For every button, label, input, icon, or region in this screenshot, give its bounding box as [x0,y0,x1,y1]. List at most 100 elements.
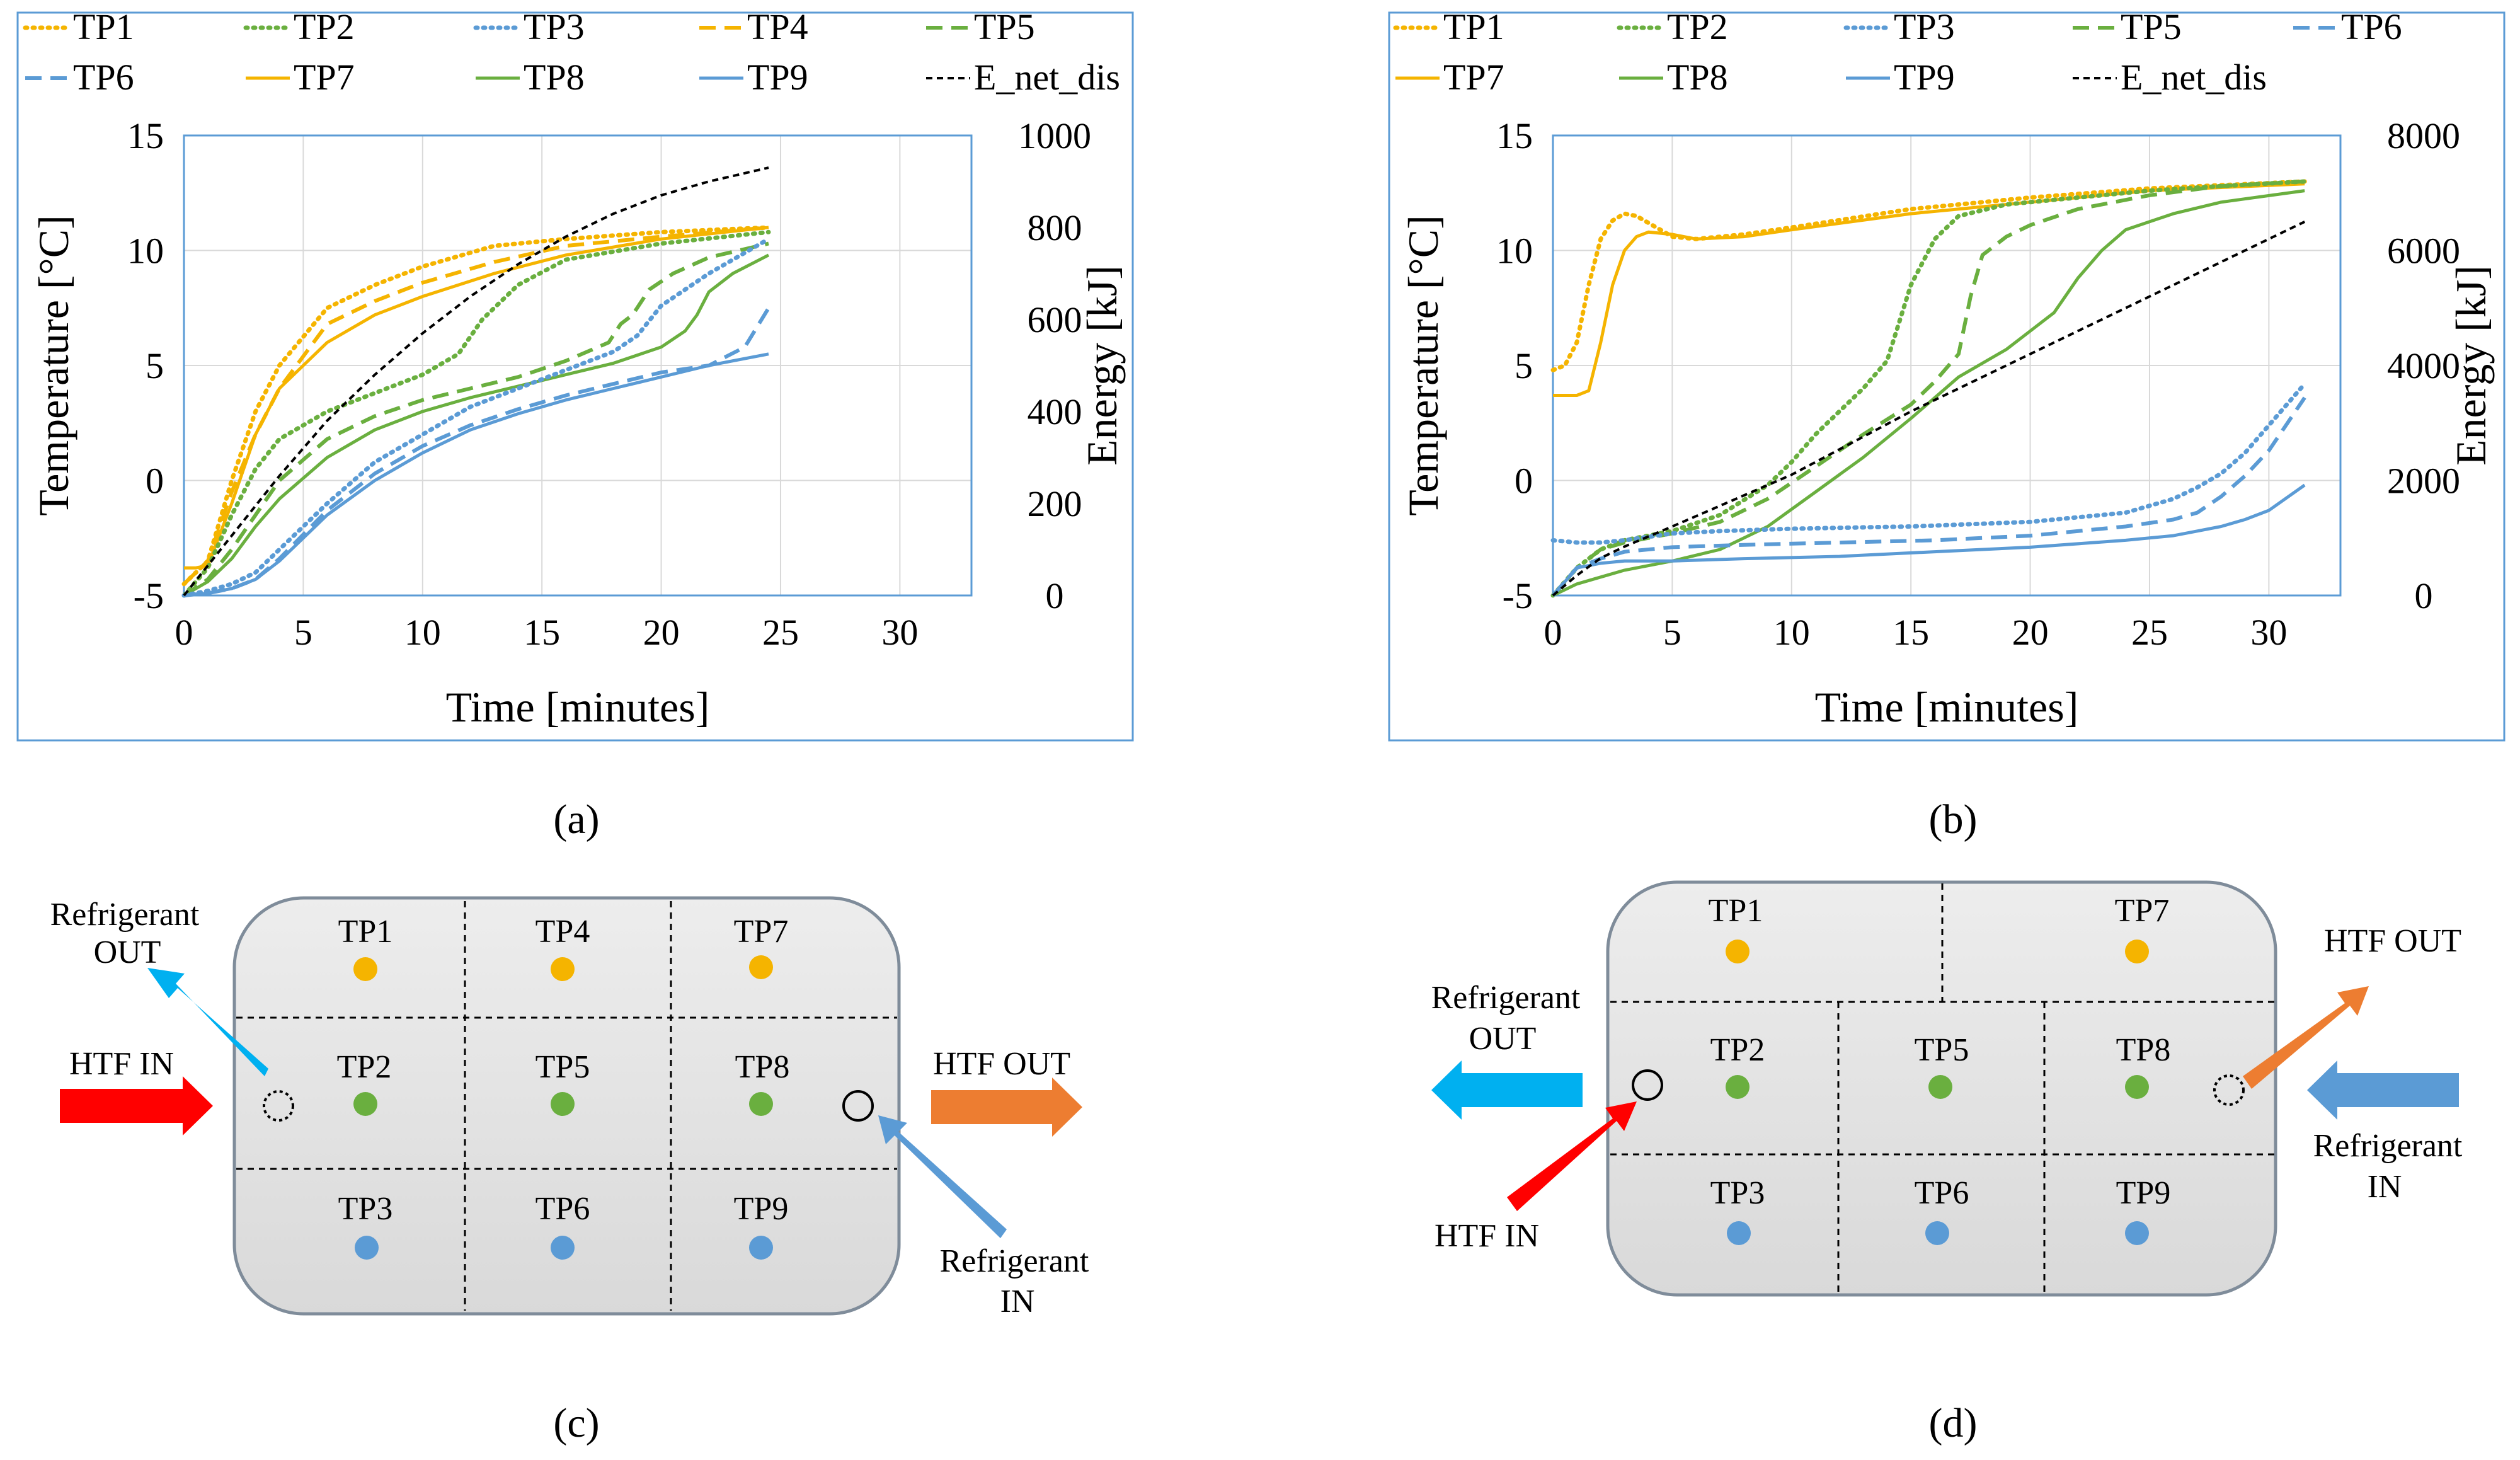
point-d-tp3 [1727,1221,1751,1245]
panel-label-d: (d) [1929,1400,1978,1446]
text-d-htf-in: HTF IN [1435,1218,1539,1254]
chart-b-series-group [1550,179,2307,598]
y2-tick-label: 600 [1028,299,1082,340]
grid-lines-c [236,901,897,1311]
legend-label-tp5: TP5 [2121,6,2182,47]
legend-label-tp7: TP7 [294,57,355,98]
label-d-tp7: TP7 [2115,893,2170,929]
text-c-refrigerant-out-1: Refrigerant [50,897,200,933]
legend-label-tp4: TP4 [747,6,808,47]
chart-a-ylabel: Temperature [°C] [30,215,77,515]
y2-tick-label: 4000 [2387,345,2460,386]
y2-tick-label: 800 [1028,207,1082,248]
x-tick-label: 30 [2250,612,2287,653]
x-tick-label: 20 [2012,612,2049,653]
point-c-tp9 [749,1236,773,1260]
series-line-tp1 [181,225,771,587]
point-c-tp8 [749,1092,773,1116]
legend-label-tp5: TP5 [974,6,1035,47]
x-tick-label: 10 [1773,612,1810,653]
text-c-htf-in: HTF IN [69,1046,174,1082]
x-tick-label: 0 [1544,612,1562,653]
arrow-c-refrigerant-out [147,968,268,1076]
port-c-htf-out [842,1090,874,1122]
panel-labels: (a) (b) (c) (d) [553,796,1977,1446]
y2-tick-label: 6000 [2387,231,2460,272]
y2-tick-label: 1000 [1018,115,1091,156]
text-d-refrigerant-out-1: Refrigerant [1431,980,1581,1016]
y2-tick-label: 400 [1028,391,1082,432]
diagram-d: TP1 TP7 TP2 TP5 TP8 TP3 TP6 TP9 Refriger… [1431,880,2463,1297]
text-d-refrigerant-in-2: IN [2368,1169,2402,1205]
text-c-refrigerant-in-1: Refrigerant [940,1243,1089,1279]
y-tick-label: 15 [127,115,164,156]
arrow-d-htf-out [2243,986,2369,1089]
point-d-tp2 [1726,1075,1750,1099]
chart-a-xlabel: Time [minutes] [446,683,710,731]
legend-label-tp1: TP1 [73,6,134,47]
y-tick-label: 0 [1515,461,1533,502]
text-d-htf-out: HTF OUT [2324,923,2461,959]
text-d-refrigerant-out-2: OUT [1469,1021,1537,1057]
chart-a-series-group [181,166,771,598]
legend-label-tp7: TP7 [1443,57,1504,98]
legend-label-tp3: TP3 [524,6,585,47]
arrow-c-htf-out [931,1078,1082,1137]
x-tick-label: 5 [1663,612,1681,653]
chart-b-legend: TP1 TP2 TP3 TP5 TP6 TP7 TP8 TP9 E_net_dis [1393,6,2402,98]
series-line-tp8 [1552,189,2305,597]
chart-b-plot-area [1552,134,2342,597]
chart-a-legend: TP1 TP2 TP3 TP4 TP5 TP6 TP7 TP8 TP9 E_net_dis [23,6,1120,98]
point-d-tp6 [1925,1221,1949,1245]
legend-label-tp9: TP9 [747,57,808,98]
point-d-tp9 [2125,1221,2149,1245]
x-tick-label: 25 [762,612,799,653]
port-c-refrigerant-out [263,1090,294,1122]
chart-b-xlabel: Time [minutes] [1815,683,2079,731]
legend-label-tp3: TP3 [1894,6,1955,47]
chart-a: 0 5 10 15 20 25 30 -5 0 5 10 15 0 200 400 600 800 1000 TP… [16,6,1134,742]
point-c-tp2 [353,1092,377,1116]
y2-tick-label: 0 [2415,575,2433,616]
series-line-tp3 [1550,381,2307,545]
legend-label-tp6: TP6 [2341,6,2402,47]
y2-tick-label: 2000 [2387,461,2460,502]
series-line-tp9 [1552,483,2306,597]
chart-a-plot-area [183,134,973,597]
text-c-refrigerant-in-2: IN [1000,1284,1035,1319]
label-d-tp9: TP9 [2116,1175,2171,1211]
label-c-tp6: TP6 [536,1191,590,1227]
panel-label-a: (a) [553,796,599,842]
y-tick-label: -5 [1503,575,1533,616]
series-line-tp5 [1551,180,2305,597]
series-line-tp8 [183,253,770,597]
label-d-tp8: TP8 [2116,1032,2171,1068]
x-tick-label: 30 [881,612,918,653]
port-d-htf-in [1632,1069,1663,1101]
point-d-tp1 [1726,940,1750,963]
label-d-tp6: TP6 [1915,1175,1969,1211]
y-tick-label: -5 [134,575,164,616]
text-c-refrigerant-out-2: OUT [94,934,161,970]
point-d-tp7 [2125,940,2149,963]
panel-label-b: (b) [1929,796,1978,842]
arrow-c-refrigerant-in [878,1115,1007,1238]
text-d-refrigerant-in-1: Refrigerant [2313,1128,2463,1164]
label-c-tp7: TP7 [734,914,789,950]
y-tick-label: 5 [146,345,164,386]
legend-label-tp8: TP8 [1667,57,1728,98]
arrow-d-htf-in [1507,1101,1637,1211]
chart-b-ticks: 0 5 10 15 20 25 30 -5 0 5 10 15 0 2000 4000 6000 8000 [1496,115,2460,653]
chart-a-y2label: Energy [kJ] [1078,265,1126,466]
point-c-tp4 [551,957,575,981]
point-d-tp5 [1928,1075,1952,1099]
legend-label-tp6: TP6 [73,57,134,98]
chart-a-frame [16,11,1134,742]
label-d-tp5: TP5 [1915,1032,1969,1068]
label-c-tp1: TP1 [338,914,393,950]
chart-a-grid [184,135,971,595]
y-tick-label: 15 [1496,115,1533,156]
y-tick-label: 5 [1515,345,1533,386]
point-c-tp1 [353,957,377,981]
